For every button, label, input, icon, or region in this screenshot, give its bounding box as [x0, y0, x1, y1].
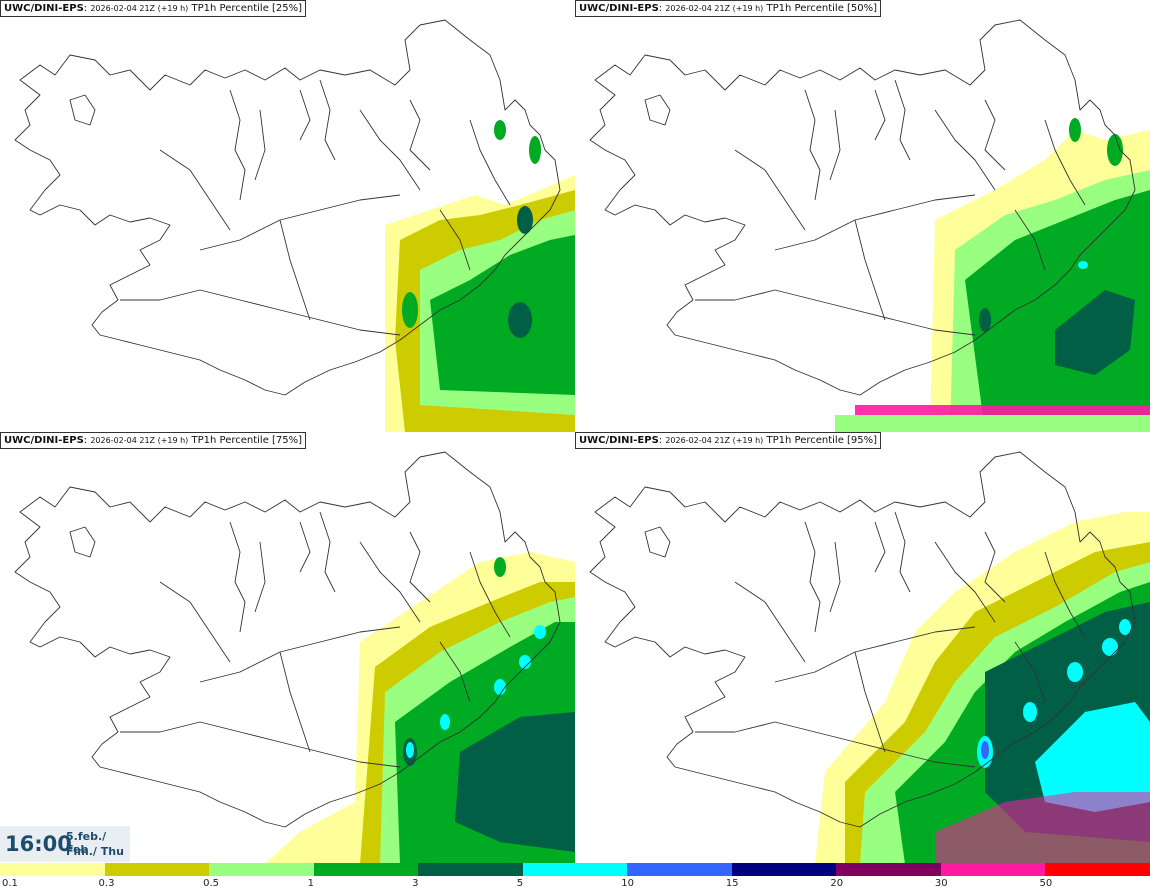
legend-swatch	[0, 863, 106, 876]
valid-time: 16:00	[5, 832, 72, 856]
legend-tick-label: 3	[412, 878, 419, 889]
product-title: TP1h Percentile [75%]	[191, 435, 303, 446]
legend-tick-label: 15	[725, 878, 739, 889]
panel-header: UWC/DINI-EPS: 2026-02-04 21Z (+19 h) TP1…	[0, 432, 307, 449]
map-panel-95: UWC/DINI-EPS: 2026-02-04 21Z (+19 h) TP1…	[575, 432, 1150, 864]
legend-swatch	[418, 863, 524, 876]
product-title: TP1h Percentile [50%]	[766, 3, 878, 14]
legend-swatch	[940, 863, 1047, 876]
run-time: 2026-02-04 21Z (+19 h)	[90, 436, 189, 445]
legend-swatch	[627, 863, 733, 876]
legend-swatch	[104, 863, 211, 876]
legend-swatch	[836, 863, 942, 876]
product-title: TP1h Percentile [25%]	[191, 3, 303, 14]
model-name: UWC/DINI-EPS	[579, 435, 659, 446]
legend-tick-label: 0.3	[98, 878, 115, 889]
valid-time-box: 16:00 5.feb./ Feb Fim./ Thu	[0, 826, 130, 862]
model-name: UWC/DINI-EPS	[4, 435, 84, 446]
legend-tick-label: 0.5	[203, 878, 219, 889]
legend-tick-label: 10	[621, 878, 634, 889]
run-time: 2026-02-04 21Z (+19 h)	[665, 436, 764, 445]
run-time: 2026-02-04 21Z (+19 h)	[665, 4, 764, 13]
panel-header: UWC/DINI-EPS: 2026-02-04 21Z (+19 h) TP1…	[0, 0, 307, 17]
run-time: 2026-02-04 21Z (+19 h)	[90, 4, 189, 13]
legend-swatch	[731, 863, 838, 876]
legend-tick-label: 0.1	[2, 878, 18, 889]
legend-tick-label: 30	[934, 878, 948, 889]
model-name: UWC/DINI-EPS	[579, 3, 659, 14]
product-title: TP1h Percentile [95%]	[766, 435, 878, 446]
map-panel-75: UWC/DINI-EPS: 2026-02-04 21Z (+19 h) TP1…	[0, 432, 575, 864]
precip-map-25	[14, 19, 575, 432]
legend-swatch	[209, 863, 315, 876]
panel-header: UWC/DINI-EPS: 2026-02-04 21Z (+19 h) TP1…	[575, 0, 882, 17]
model-name: UWC/DINI-EPS	[4, 3, 84, 14]
legend-swatch	[1045, 863, 1150, 876]
map-panel-50: UWC/DINI-EPS: 2026-02-04 21Z (+19 h) TP1…	[575, 0, 1150, 432]
valid-date-line2: Fim./ Thu	[66, 845, 124, 858]
legend-tick-label: 5	[516, 878, 524, 889]
map-panel-25: UWC/DINI-EPS: 2026-02-04 21Z (+19 h) TP1…	[0, 0, 575, 432]
legend-swatch	[313, 863, 420, 876]
legend-tick-label: 1	[307, 878, 314, 889]
legend-tick-label: 50	[1039, 878, 1053, 889]
precip-legend: 0.1 0.3 0.5 1 3 5 10 15 20 30 50	[0, 862, 1150, 891]
precip-map-50	[589, 19, 1150, 432]
precip-map-95	[589, 451, 1150, 864]
valid-date-line1: 5.feb./ Feb	[66, 830, 107, 856]
legend-tick-label: 20	[830, 878, 844, 889]
panel-header: UWC/DINI-EPS: 2026-02-04 21Z (+19 h) TP1…	[575, 432, 882, 449]
legend-swatch	[522, 863, 629, 876]
precip-map-75	[14, 451, 575, 864]
